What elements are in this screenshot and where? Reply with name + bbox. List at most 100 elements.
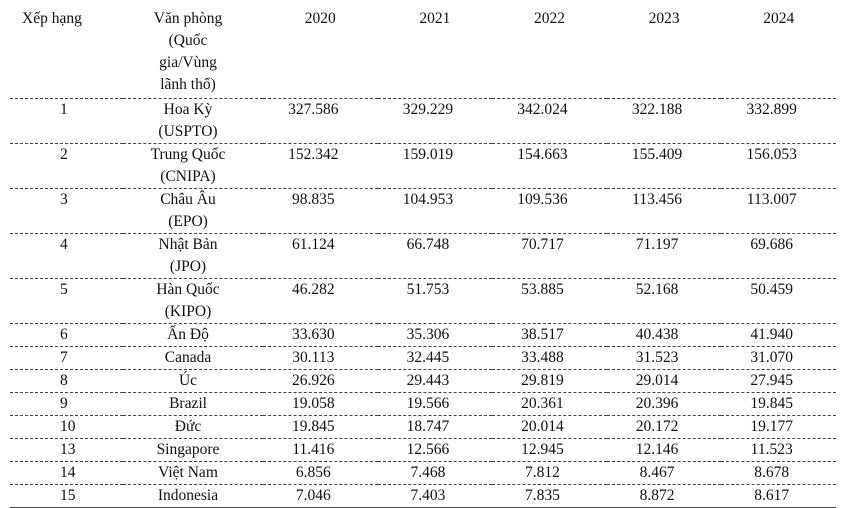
value-cell: 7.403: [377, 484, 493, 508]
patent-ranking-table: Xếp hạng Văn phòng (Quốc gia/Vùng lãnh t…: [10, 6, 836, 508]
value-cell: 29.819: [492, 369, 607, 393]
header-office-line: Văn phòng: [153, 10, 223, 27]
rank-cell: 9: [10, 392, 123, 416]
value-cell: 46.282: [263, 278, 378, 324]
rank-cell: 15: [10, 484, 123, 508]
office-name-line: (KIPO): [164, 303, 212, 320]
office-cell: Đức: [123, 415, 263, 439]
value-cell: 12.566: [377, 438, 493, 462]
value-cell: 327.586: [263, 98, 378, 144]
value-cell: 19.566: [377, 392, 493, 416]
value-cell: 20.172: [606, 415, 722, 439]
value-cell: 8.872: [606, 484, 722, 508]
header-office-line: gia/Vùng: [159, 54, 217, 71]
value-cell: 155.409: [606, 143, 722, 189]
office-name-line: (USPTO): [158, 123, 218, 140]
rank-cell: 1: [10, 98, 123, 144]
rank-cell: 13: [10, 438, 123, 462]
table-row: 1 Hoa Kỳ (USPTO) 327.586 329.229 342.024 322.1…: [10, 98, 836, 144]
office-name-line: Châu Âu: [160, 191, 216, 208]
value-cell: 322.188: [606, 98, 722, 144]
value-cell: 7.835: [492, 484, 607, 508]
header-office: Văn phòng (Quốc gia/Vùng lãnh thổ): [123, 6, 263, 99]
office-name-line: Ấn Độ: [167, 326, 209, 343]
rank-cell: 6: [10, 323, 123, 347]
header-rank: Xếp hạng: [10, 6, 123, 99]
rank-cell: 10: [10, 415, 123, 439]
value-cell: 7.046: [263, 484, 378, 508]
value-cell: 152.342: [263, 143, 378, 189]
value-cell: 7.468: [377, 461, 493, 485]
office-name-line: Trung Quốc: [150, 146, 226, 163]
table-row: 14 Việt Nam 6.856 7.468 7.812 8.467 8.678: [10, 461, 836, 485]
office-name-line: Canada: [164, 349, 212, 366]
office-cell: Úc: [123, 369, 263, 393]
value-cell: 11.523: [721, 438, 836, 462]
table-row: 7 Canada 30.113 32.445 33.488 31.523 31.070: [10, 346, 836, 370]
rank-cell: 2: [10, 143, 123, 189]
value-cell: 50.459: [721, 278, 836, 324]
header-year: 2022: [492, 6, 607, 99]
table-row: 10 Đức 19.845 18.747 20.014 20.172 19.177: [10, 415, 836, 439]
header-year: 2020: [263, 6, 378, 99]
value-cell: 26.926: [263, 369, 378, 393]
value-cell: 342.024: [492, 98, 607, 144]
value-cell: 154.663: [492, 143, 607, 189]
value-cell: 109.536: [492, 188, 607, 234]
office-name-line: Úc: [178, 372, 198, 389]
value-cell: 18.747: [377, 415, 493, 439]
value-cell: 159.019: [377, 143, 493, 189]
office-cell: Trung Quốc (CNIPA): [123, 143, 263, 189]
value-cell: 30.113: [263, 346, 378, 370]
value-cell: 31.070: [721, 346, 836, 370]
header-year: 2024: [721, 6, 836, 99]
value-cell: 20.396: [606, 392, 722, 416]
table-row: 2 Trung Quốc (CNIPA) 152.342 159.019 154.663 1…: [10, 143, 836, 189]
office-name-line: Brazil: [169, 395, 207, 412]
header-year: 2023: [606, 6, 722, 99]
value-cell: 71.197: [606, 233, 722, 279]
header-office-line: (Quốc: [168, 32, 208, 49]
table-row: 9 Brazil 19.058 19.566 20.361 20.396 19.845: [10, 392, 836, 416]
value-cell: 19.845: [721, 392, 836, 416]
table-row: 8 Úc 26.926 29.443 29.819 29.014 27.945: [10, 369, 836, 393]
office-cell: Châu Âu (EPO): [123, 188, 263, 234]
rank-cell: 14: [10, 461, 123, 485]
value-cell: 29.443: [377, 369, 493, 393]
value-cell: 8.467: [606, 461, 722, 485]
value-cell: 7.812: [492, 461, 607, 485]
value-cell: 329.229: [377, 98, 493, 144]
value-cell: 6.856: [263, 461, 378, 485]
table-row: 6 Ấn Độ 33.630 35.306 38.517 40.438 41.940: [10, 323, 836, 347]
office-cell: Brazil: [123, 392, 263, 416]
value-cell: 52.168: [606, 278, 722, 324]
value-cell: 19.845: [263, 415, 378, 439]
office-name-line: (CNIPA): [160, 168, 216, 185]
value-cell: 29.014: [606, 369, 722, 393]
value-cell: 35.306: [377, 323, 493, 347]
office-name-line: (JPO): [169, 258, 207, 275]
office-name-line: Đức: [174, 418, 202, 435]
value-cell: 66.748: [377, 233, 493, 279]
value-cell: 332.899: [721, 98, 836, 144]
value-cell: 31.523: [606, 346, 722, 370]
value-cell: 11.416: [263, 438, 378, 462]
rank-cell: 5: [10, 278, 123, 324]
table-row: 13 Singapore 11.416 12.566 12.945 12.146 11.52…: [10, 438, 836, 462]
header-row: Xếp hạng Văn phòng (Quốc gia/Vùng lãnh t…: [10, 6, 836, 99]
office-name-line: (EPO): [168, 213, 208, 230]
value-cell: 20.014: [492, 415, 607, 439]
table-row: 15 Indonesia 7.046 7.403 7.835 8.872 8.617: [10, 484, 836, 508]
value-cell: 61.124: [263, 233, 378, 279]
table-row: 3 Châu Âu (EPO) 98.835 104.953 109.536 113.456…: [10, 188, 836, 234]
value-cell: 12.945: [492, 438, 607, 462]
value-cell: 33.488: [492, 346, 607, 370]
value-cell: 53.885: [492, 278, 607, 324]
value-cell: 19.058: [263, 392, 378, 416]
office-cell: Hoa Kỳ (USPTO): [123, 98, 263, 144]
value-cell: 70.717: [492, 233, 607, 279]
value-cell: 40.438: [606, 323, 722, 347]
table-row: 5 Hàn Quốc (KIPO) 46.282 51.753 53.885 52.168 5…: [10, 278, 836, 324]
office-name-line: Nhật Bản: [158, 236, 218, 253]
office-cell: Singapore: [123, 438, 263, 462]
